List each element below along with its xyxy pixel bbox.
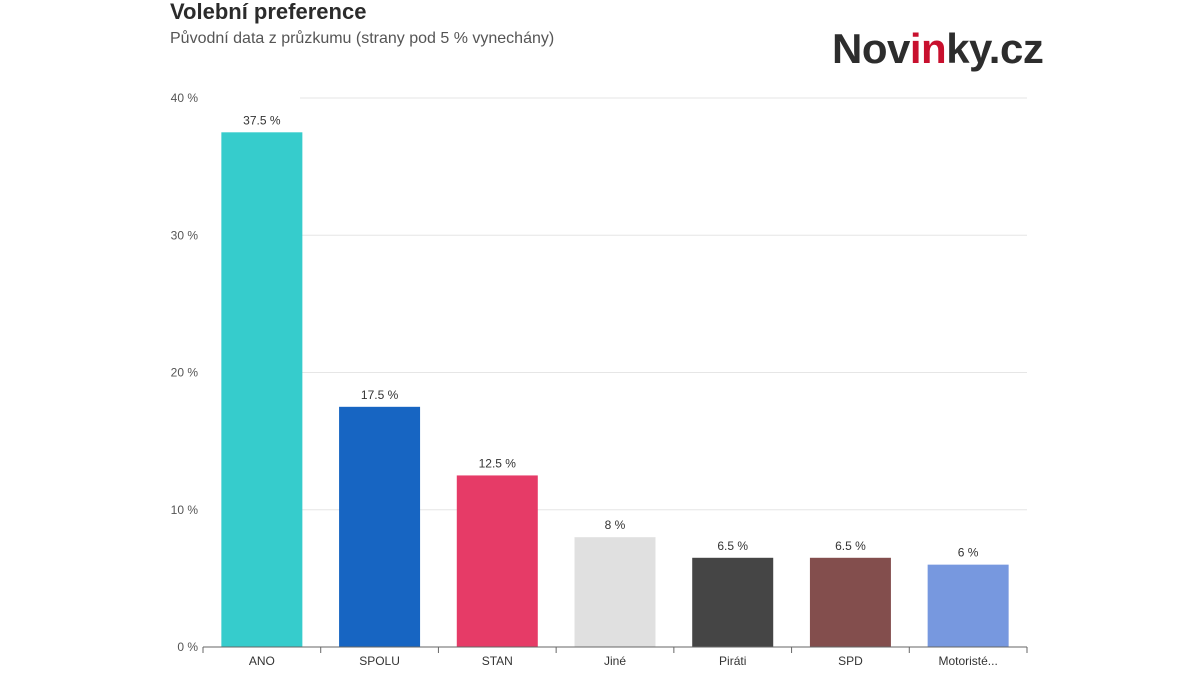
bar-motorist [927,564,1009,647]
x-tick-label: STAN [482,654,513,668]
y-tick-label: 40 % [171,91,199,105]
bar-jin [574,537,656,647]
chart-title: Volební preference [170,0,367,24]
bar-spolu [339,406,421,647]
y-axis-tick-labels: 0 % 10 % 20 % 30 % 40 % [171,91,199,654]
bar-ano [221,132,303,647]
x-axis-tick-labels: ANO SPOLU STAN Jiné Piráti SPD Motoristé... [249,654,998,668]
novinky-logo[interactable]: Novinky.cz [832,24,1044,74]
x-tick-label: Jiné [604,654,626,668]
bar-spd [809,557,891,647]
logo-text-end: ky.cz [946,25,1044,72]
x-axis [202,646,1028,653]
data-label: 37.5 % [243,113,281,127]
x-tick-label: Piráti [719,654,746,668]
y-tick-label: 30 % [171,228,199,242]
chart-subtitle: Původní data z průzkumu (strany pod 5 % … [170,30,555,47]
x-tick-label: ANO [249,654,275,668]
logo-text-accent: in [909,25,947,72]
x-tick-label: SPD [838,654,863,668]
x-tick-label: Motoristé... [938,654,997,668]
data-label: 6 % [958,546,979,560]
x-tick-label: SPOLU [359,654,400,668]
data-label: 8 % [605,518,626,532]
data-label: 6.5 % [835,539,866,553]
gridlines [300,97,1027,511]
y-tick-label: 20 % [171,366,199,380]
bar-pirti [692,557,774,647]
bars [221,132,1009,647]
data-label: 6.5 % [717,539,748,553]
bar-stan [456,475,538,647]
data-label: 17.5 % [361,388,399,402]
logo-text-start: Nov [832,25,910,72]
data-label: 12.5 % [479,456,517,470]
y-tick-label: 10 % [171,503,199,517]
y-tick-label: 0 % [177,640,198,654]
data-labels: 37.5 % 17.5 % 12.5 % 8 % 6.5 % 6.5 % 6 % [243,113,979,559]
